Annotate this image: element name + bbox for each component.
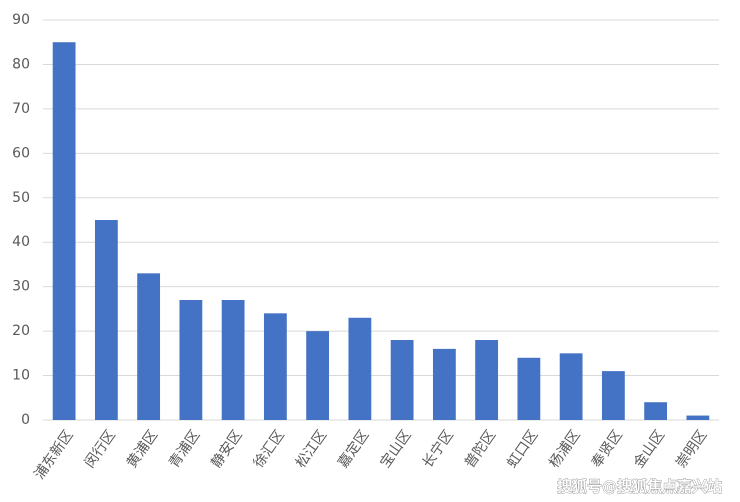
x-tick-label: 金山区 (631, 427, 668, 471)
bar (686, 415, 710, 420)
y-tick-label: 10 (12, 368, 30, 384)
x-tick-label: 静安区 (208, 427, 245, 471)
y-tick-label: 70 (12, 101, 30, 117)
x-tick-label: 虹口区 (504, 427, 541, 471)
y-tick-label: 40 (12, 234, 30, 250)
bar (179, 300, 203, 420)
y-tick-label: 30 (12, 279, 30, 295)
y-tick-label: 90 (12, 12, 30, 28)
y-tick-label: 80 (12, 56, 30, 72)
y-tick-label: 60 (12, 145, 30, 161)
x-tick-label: 宝山区 (377, 427, 414, 471)
bar (644, 402, 668, 420)
bar (517, 357, 541, 420)
bar (432, 348, 456, 420)
x-tick-label: 杨浦区 (546, 427, 583, 471)
bar (94, 220, 118, 420)
bar (221, 300, 245, 420)
bar (559, 353, 583, 420)
bar (137, 273, 161, 420)
bar (263, 313, 287, 420)
bar (475, 340, 499, 420)
x-tick-label: 崇明区 (673, 427, 710, 471)
bar (390, 340, 414, 420)
x-tick-label: 闵行区 (82, 427, 119, 471)
watermark: 搜狐号@搜狐焦点嘉兴站 (557, 478, 722, 496)
x-tick-label: 长宁区 (419, 427, 457, 471)
bar (52, 42, 76, 420)
bar (306, 331, 330, 420)
x-tick-label: 普陀区 (462, 427, 499, 471)
x-tick-label: 黄浦区 (123, 427, 161, 471)
x-tick-label: 青浦区 (166, 427, 203, 471)
bar (601, 371, 625, 420)
bar (348, 317, 372, 420)
y-tick-label: 0 (21, 412, 30, 428)
x-tick-label: 徐汇区 (251, 427, 288, 471)
y-tick-label: 20 (12, 323, 30, 339)
x-tick-label: 奉贤区 (589, 427, 626, 471)
x-tick-label: 浦东新区 (31, 427, 76, 482)
y-tick-label: 50 (12, 190, 30, 206)
x-tick-label: 松江区 (293, 427, 330, 471)
x-tick-label: 嘉定区 (335, 427, 372, 471)
